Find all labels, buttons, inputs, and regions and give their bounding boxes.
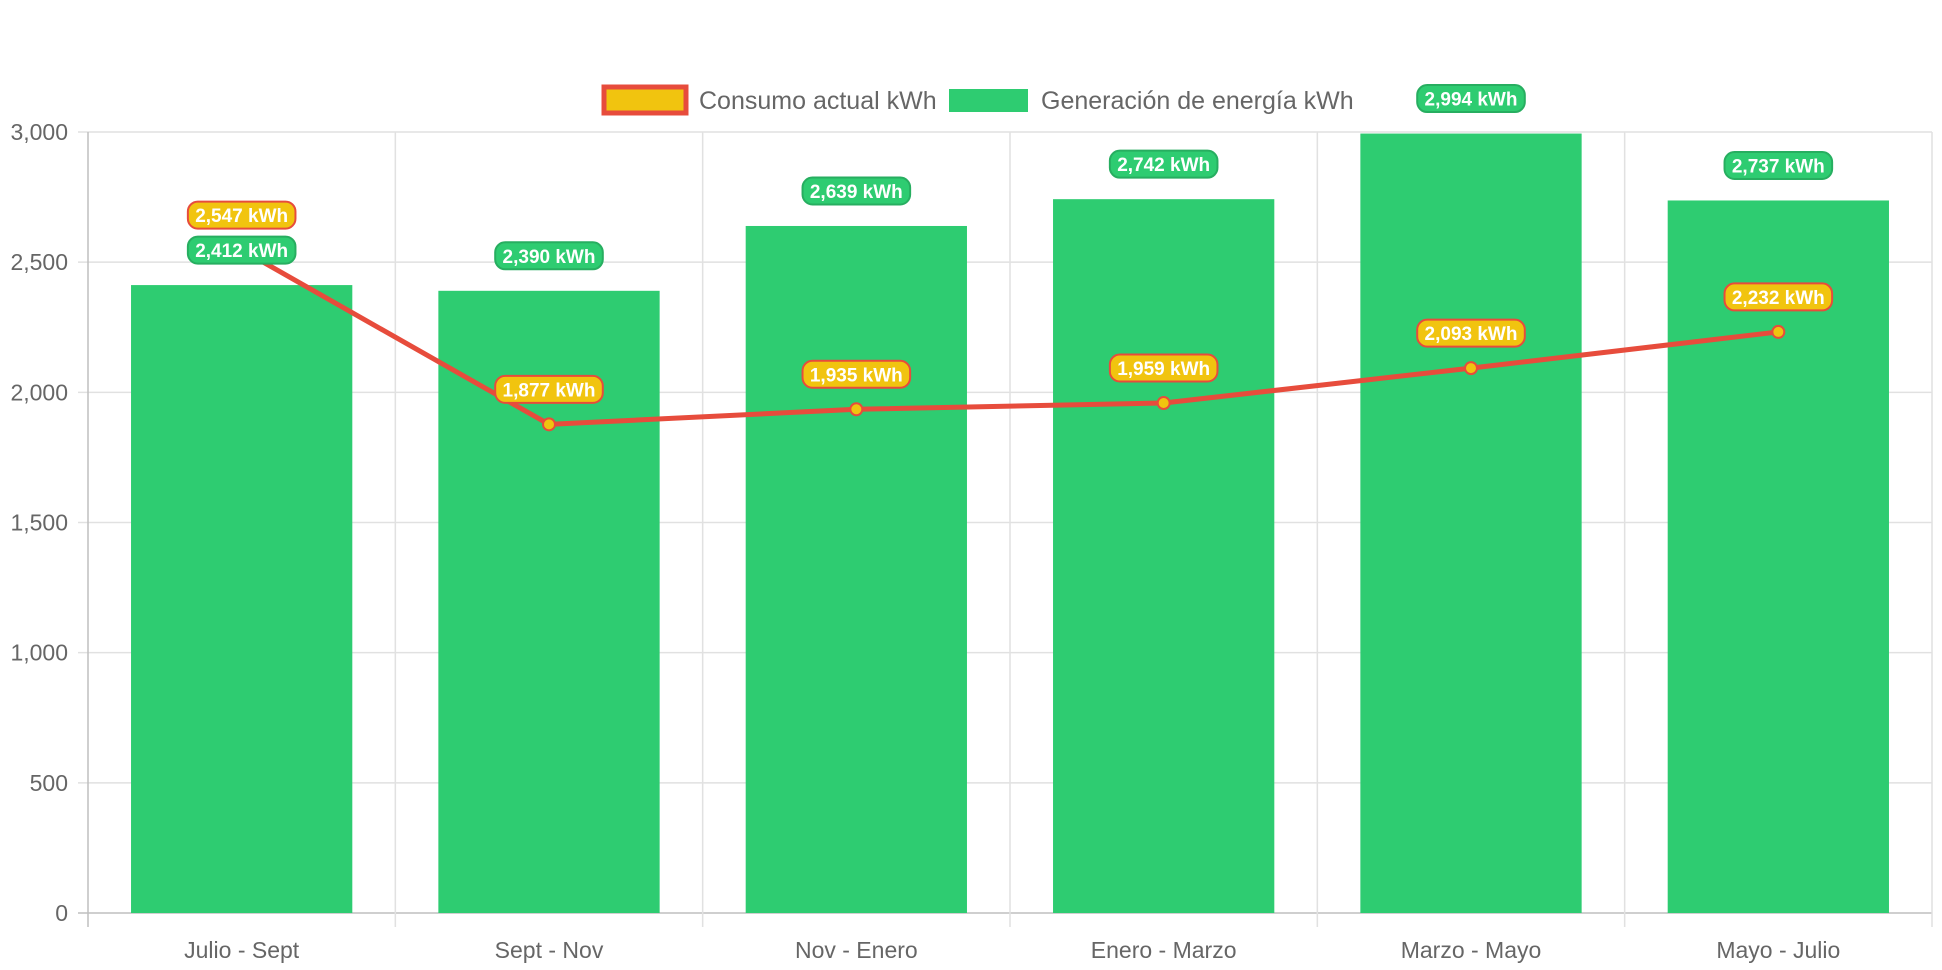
consumption-data-label-bg	[801, 359, 912, 389]
bar-layer	[131, 133, 1889, 914]
generation-bar[interactable]	[1667, 200, 1889, 914]
generation-bar[interactable]	[1360, 133, 1582, 913]
consumption-data-label-text: 1,877 kWh	[503, 380, 596, 401]
consumption-data-label-text: 2,093 kWh	[1425, 324, 1518, 345]
consumption-data-label-text: 2,232 kWh	[1732, 288, 1825, 309]
generation-data-label-text: 2,994 kWh	[1425, 90, 1518, 111]
y-tick-label: 2,500	[10, 249, 68, 275]
consumption-point[interactable]	[849, 402, 864, 417]
consumption-data-label-bg	[186, 200, 297, 230]
consumption-data-label-bg	[1108, 353, 1219, 383]
generation-data-label-bg	[1108, 149, 1219, 179]
consumption-data-label-text: 1,935 kWh	[810, 365, 903, 386]
legend-label-consumo: Consumo actual kWh	[699, 87, 937, 115]
generation-bar[interactable]	[745, 225, 967, 913]
consumption-data-label: 1,935 kWh	[801, 359, 912, 389]
data-label-layer: 2,412 kWh 2,390 kWh 2,639 kWh 2,742 kWh 2,99…	[186, 84, 1834, 404]
y-tick-label: 1,000	[10, 640, 68, 666]
consumption-data-label: 2,093 kWh	[1416, 318, 1526, 348]
generation-data-label: 2,737 kWh	[1723, 150, 1834, 180]
generation-data-label: 2,994 kWh	[1416, 84, 1526, 114]
x-tick-label: Mayo - Julio	[1716, 937, 1840, 963]
y-tick-label: 500	[30, 770, 68, 796]
consumption-data-label-text: 2,547 kWh	[195, 206, 288, 227]
generation-data-label-bg	[1723, 150, 1834, 180]
consumption-data-label: 2,232 kWh	[1723, 282, 1834, 312]
legend-swatch-consumo	[601, 84, 689, 116]
generation-data-label: 2,412 kWh	[186, 235, 297, 265]
consumption-data-label: 1,959 kWh	[1108, 353, 1219, 383]
generation-data-label-text: 2,639 kWh	[810, 182, 903, 203]
y-tick-label: 1,500	[10, 510, 68, 536]
generation-data-label: 2,639 kWh	[801, 176, 912, 206]
consumption-point[interactable]	[1156, 396, 1171, 411]
consumption-data-label-bg	[1723, 282, 1834, 312]
generation-data-label: 2,742 kWh	[1108, 149, 1219, 179]
generation-bar[interactable]	[1053, 199, 1275, 913]
grid-layer	[78, 131, 1933, 927]
legend-item-consumo[interactable]: Consumo actual kWh	[601, 84, 937, 116]
y-tick-label: 0	[55, 900, 68, 926]
legend-label-generacion: Generación de energía kWh	[1041, 87, 1354, 115]
generation-data-label-text: 2,390 kWh	[503, 247, 596, 268]
consumption-point[interactable]	[542, 417, 556, 432]
x-tick-label: Nov - Enero	[795, 937, 918, 963]
legend: Consumo actual kWh Generación de energía…	[601, 84, 1354, 116]
generation-data-label-bg	[186, 235, 297, 265]
generation-data-label-text: 2,412 kWh	[195, 241, 288, 262]
x-tick-label: Sept - Nov	[495, 937, 604, 963]
y-tick-label: 2,000	[10, 379, 68, 405]
consumption-point[interactable]	[1771, 324, 1786, 339]
consumption-data-label: 2,547 kWh	[186, 200, 297, 230]
generation-data-label-bg	[494, 241, 604, 271]
generation-data-label-bg	[801, 176, 912, 206]
consumption-point[interactable]	[1464, 361, 1478, 376]
y-tick-label: 3,000	[10, 119, 68, 145]
axis-layer: 0 500 1,000 1,500 2,000 2,500 3,000 Julio - Sep…	[10, 119, 1840, 963]
consumption-data-label-bg	[1416, 318, 1526, 348]
legend-swatch-generacion	[949, 89, 1028, 112]
consumption-data-label-bg	[494, 374, 604, 404]
consumption-data-label: 1,877 kWh	[494, 374, 604, 404]
x-tick-label: Enero - Marzo	[1091, 937, 1237, 963]
generation-data-label-bg	[1416, 84, 1526, 114]
legend-item-generacion[interactable]: Generación de energía kWh	[949, 87, 1354, 115]
generation-data-label-text: 2,737 kWh	[1732, 156, 1825, 177]
x-tick-label: Marzo - Mayo	[1401, 937, 1542, 963]
x-tick-label: Julio - Sept	[184, 937, 300, 963]
generation-data-label-text: 2,742 kWh	[1117, 155, 1210, 176]
generation-data-label: 2,390 kWh	[494, 241, 604, 271]
consumption-data-label-text: 1,959 kWh	[1117, 359, 1210, 380]
generation-bar[interactable]	[131, 285, 353, 913]
